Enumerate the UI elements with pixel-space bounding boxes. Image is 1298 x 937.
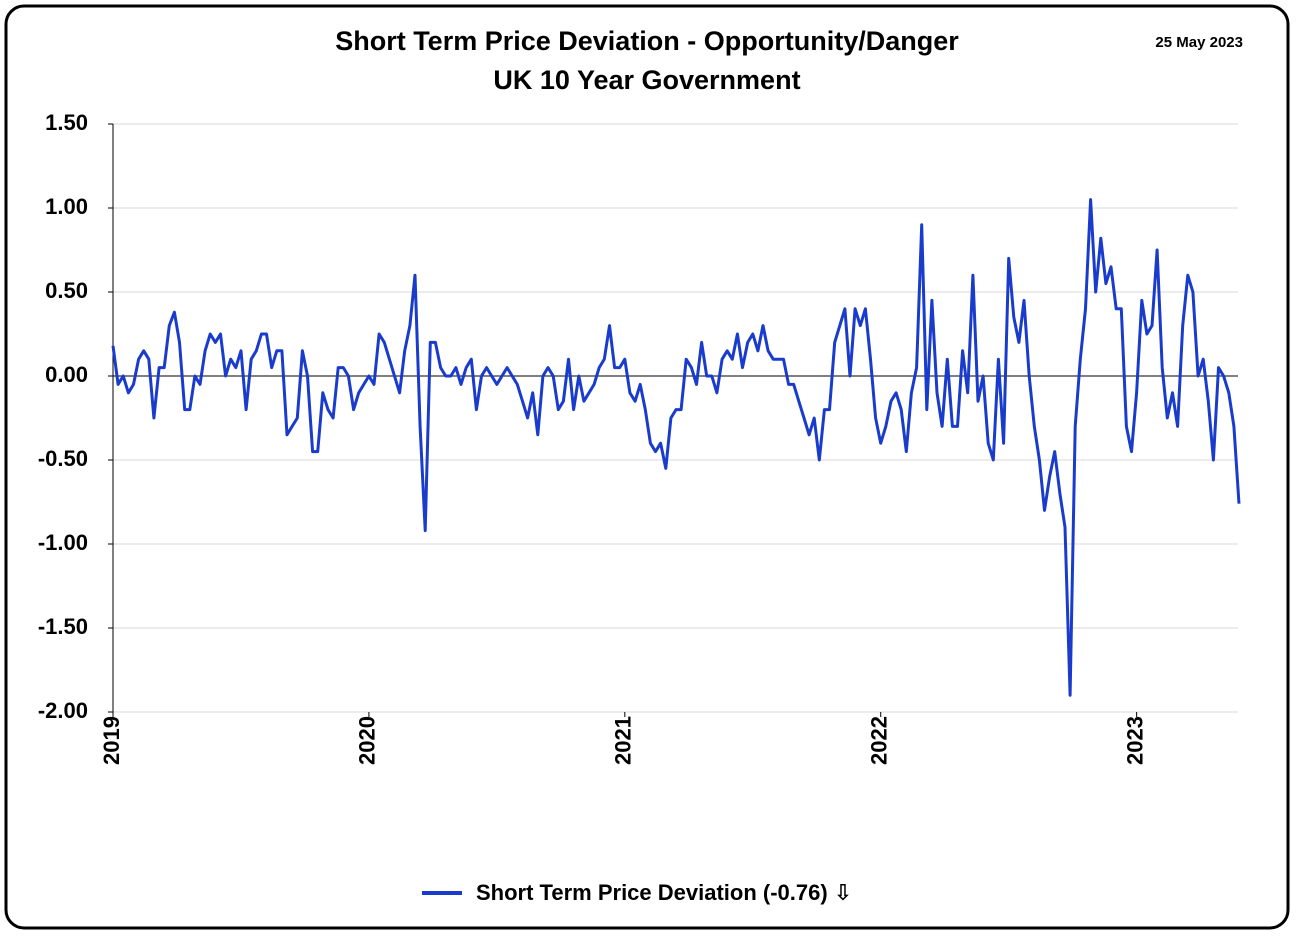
- y-tick-label: -1.00: [38, 530, 88, 555]
- x-tick-label: 2022: [867, 716, 892, 765]
- chart-frame: [4, 4, 1290, 930]
- y-tick-label: -2.00: [38, 698, 88, 723]
- y-tick-label: -0.50: [38, 446, 88, 471]
- y-tick-label: 1.50: [45, 110, 88, 135]
- y-tick-label: 0.00: [45, 362, 88, 387]
- legend-label: Short Term Price Deviation (-0.76) ⇩: [476, 880, 852, 905]
- date-annotation: 25 May 2023: [1155, 34, 1243, 51]
- y-tick-label: 1.00: [45, 194, 88, 219]
- x-tick-label: 2021: [611, 716, 636, 765]
- x-tick-label: 2020: [355, 716, 380, 765]
- series-line: [111, 198, 1241, 697]
- x-tick-label: 2023: [1122, 716, 1147, 765]
- x-tick-label: 2019: [99, 716, 124, 765]
- chart-subtitle: UK 10 Year Government: [493, 65, 800, 95]
- y-tick-label: 0.50: [45, 278, 88, 303]
- chart-title: Short Term Price Deviation - Opportunity…: [335, 26, 959, 56]
- y-tick-label: -1.50: [38, 614, 88, 639]
